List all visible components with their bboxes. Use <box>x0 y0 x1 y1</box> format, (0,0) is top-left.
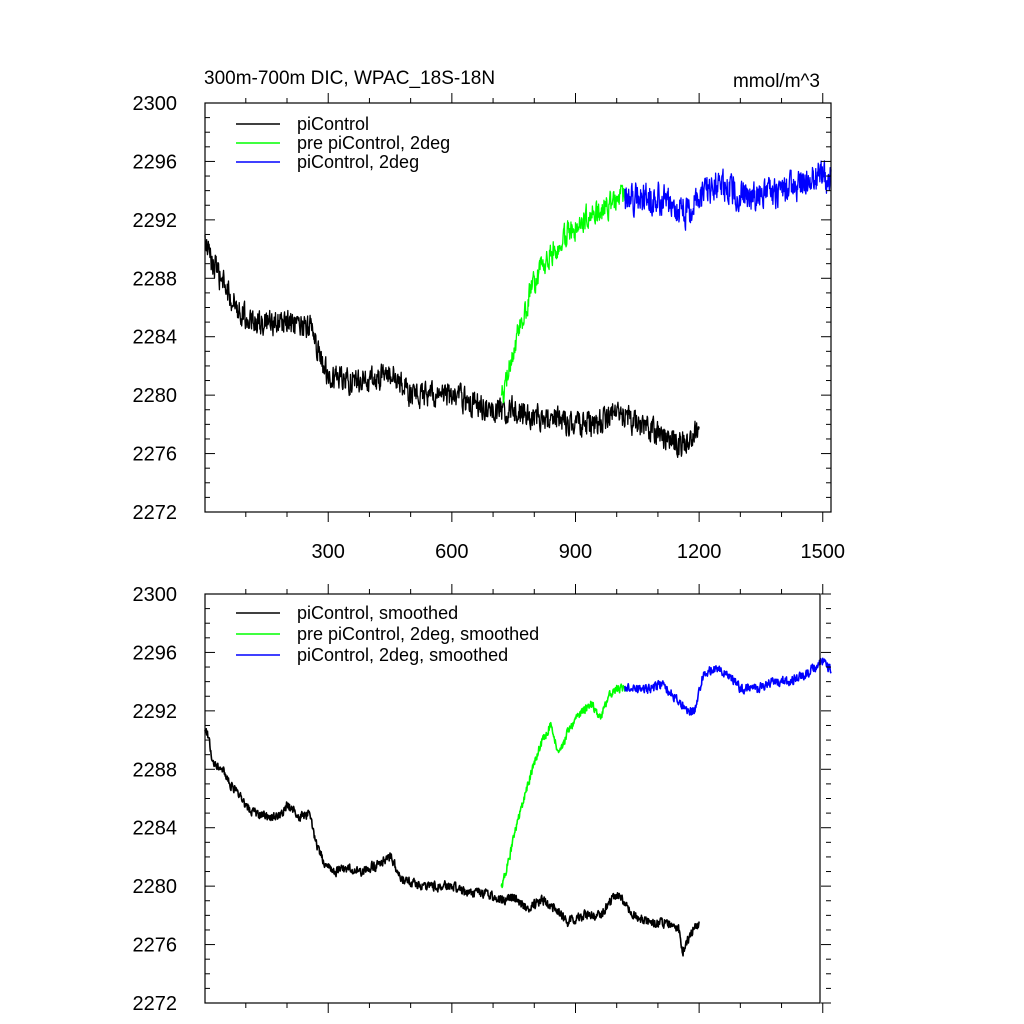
y-tick-label: 2272 <box>133 993 178 1015</box>
y-tick-label: 2300 <box>133 93 178 115</box>
raw-ticks: 2272 2276 2280 2284 2288 2292 2296 2300 300 600 90… <box>133 93 846 563</box>
raw-plot-frame <box>204 102 832 513</box>
y-tick-label: 2292 <box>133 210 178 232</box>
smoothed-legend: piControl, smoothed pre piControl, 2deg,… <box>236 603 539 665</box>
x-tick-label: 1200 <box>677 541 722 563</box>
x-tick-label: 900 <box>559 541 592 563</box>
legend-label-pre-2deg-smoothed: pre piControl, 2deg, smoothed <box>297 624 539 644</box>
chart-title: 300m-700m DIC, WPAC_18S-18N <box>204 68 495 89</box>
series-line-picontrol <box>204 235 700 459</box>
y-tick-label: 2296 <box>133 151 178 173</box>
y-tick-label: 2276 <box>133 444 178 466</box>
y-tick-label: 2276 <box>133 935 178 957</box>
series-line-pre-picontrol-2deg <box>500 184 626 404</box>
smoothed-plot-frame <box>204 593 821 1004</box>
units-label: mmol/m^3 <box>733 71 820 92</box>
x-tick-label: 1500 <box>801 541 846 563</box>
raw-panel: 2272 2276 2280 2284 2288 2292 2296 2300 300 600 90… <box>133 93 846 563</box>
y-tick-label: 2292 <box>133 701 178 723</box>
y-tick-label: 2280 <box>133 385 178 407</box>
series-line-picontrol-2deg <box>624 160 832 231</box>
legend-label-picontrol: piControl <box>297 114 369 134</box>
legend-label-picontrol-smoothed: piControl, smoothed <box>297 603 458 623</box>
x-tick-label: 600 <box>435 541 468 563</box>
series-line-picontrol-2deg-smoothed <box>624 657 832 716</box>
series-line-picontrol-smoothed <box>204 728 700 957</box>
y-tick-label: 2284 <box>133 818 178 840</box>
y-tick-label: 2296 <box>133 642 178 664</box>
smoothed-panel: 2272 2276 2280 2284 2288 2292 2296 2300 piContr… <box>133 584 832 1015</box>
legend-label-picontrol-2deg-smoothed: piControl, 2deg, smoothed <box>297 645 508 665</box>
raw-legend: piControl pre piControl, 2deg piControl,… <box>236 114 450 172</box>
y-tick-label: 2272 <box>133 502 178 524</box>
y-tick-label: 2288 <box>133 268 178 290</box>
y-tick-label: 2288 <box>133 759 178 781</box>
series-line-pre-picontrol-2deg-smoothed <box>500 683 626 889</box>
y-tick-label: 2284 <box>133 327 178 349</box>
y-tick-label: 2300 <box>133 584 178 606</box>
raw-data-lines <box>204 160 832 459</box>
legend-label-pre-2deg: pre piControl, 2deg <box>297 133 450 153</box>
x-tick-label: 300 <box>312 541 345 563</box>
legend-label-picontrol-2deg: piControl, 2deg <box>297 152 419 172</box>
smoothed-ticks: 2272 2276 2280 2284 2288 2292 2296 2300 <box>133 584 831 1015</box>
y-tick-label: 2280 <box>133 876 178 898</box>
smoothed-data-lines <box>204 657 832 957</box>
